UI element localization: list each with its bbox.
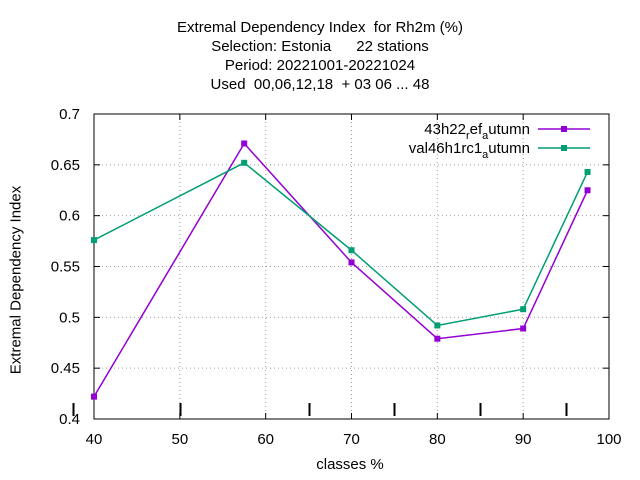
legend-label: 43h22refautumn: [424, 121, 530, 142]
x-tick-label: 50: [171, 431, 188, 448]
data-point: [520, 306, 527, 313]
data-point: [348, 259, 355, 266]
legend-label: val46h1rc1autumn: [409, 140, 530, 161]
title-line-2: Selection: Estonia 22 stations: [211, 38, 429, 55]
x-tick-label: 100: [596, 431, 621, 448]
x-tick-label: 70: [343, 431, 360, 448]
x-axis-label: classes %: [316, 456, 384, 473]
series-line: [93, 142, 589, 398]
x-tick-label: 40: [86, 431, 103, 448]
y-tick-label: 0.55: [51, 259, 80, 276]
title-line-4: Used 00,06,12,18 + 03 06 ... 48: [210, 76, 430, 93]
title-line-3: Period: 20221001-20221024: [224, 57, 416, 74]
x-tick-label: 80: [429, 431, 446, 448]
y-tick-label: 0.7: [59, 106, 80, 123]
title-line-1: Extremal Dependency Index for Rh2m (%): [177, 19, 463, 36]
legend-marker: [561, 126, 567, 132]
legend-marker: [561, 145, 567, 151]
data-point: [434, 335, 441, 342]
y-tick-label: 0.4: [59, 411, 80, 428]
y-tick-label: 0.5: [59, 309, 80, 326]
y-tick-label: 0.45: [51, 360, 80, 377]
data-point: [91, 393, 97, 400]
data-point: [520, 325, 527, 332]
data-point: [584, 168, 591, 175]
data-point: [434, 322, 441, 329]
data-point: [241, 159, 248, 166]
data-point: [91, 237, 97, 244]
y-tick-label: 0.6: [59, 208, 80, 225]
data-point: [348, 247, 355, 254]
x-tick-label: 60: [257, 431, 274, 448]
data-point: [241, 140, 248, 147]
series-line: [93, 161, 589, 327]
data-point: [584, 187, 591, 194]
y-tick-label: 0.65: [51, 157, 80, 174]
x-tick-label: 90: [515, 431, 532, 448]
